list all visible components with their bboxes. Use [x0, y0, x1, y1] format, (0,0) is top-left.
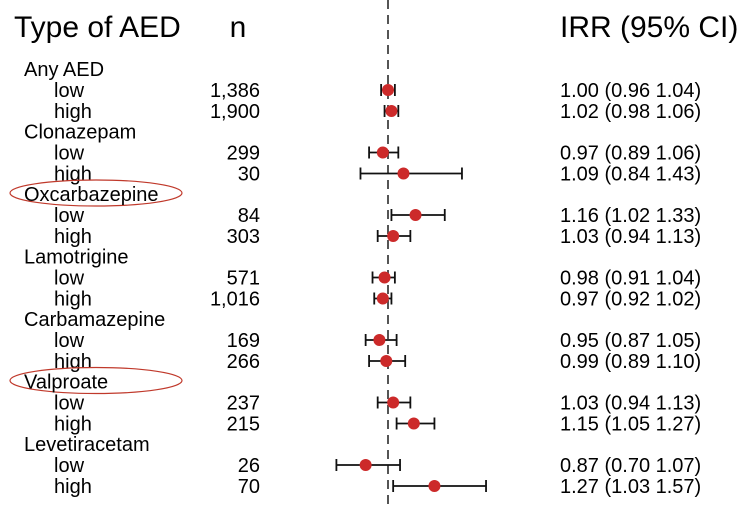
row-irr-ci: 0.97 (0.89 1.06): [560, 143, 701, 165]
row-n: 84: [238, 205, 260, 227]
row-n: 1,016: [210, 289, 260, 311]
row-label: high: [54, 101, 92, 123]
header-n: n: [230, 11, 247, 44]
row-n: 30: [238, 164, 260, 186]
row-n: 303: [227, 226, 260, 248]
group-label: Lamotrigine: [24, 247, 129, 269]
row-label: high: [54, 289, 92, 311]
header-type-of-aed: Type of AED: [14, 11, 181, 44]
row-label: low: [54, 80, 85, 102]
row-n: 1,386: [210, 80, 260, 102]
row-irr-ci: 1.03 (0.94 1.13): [560, 393, 701, 415]
row-n: 266: [227, 351, 260, 373]
row-n: 571: [227, 268, 260, 290]
row-n: 70: [238, 476, 260, 498]
irr-point: [373, 334, 386, 346]
highlight-ellipse: [9, 366, 183, 395]
row-irr-ci: 1.03 (0.94 1.13): [560, 226, 701, 248]
row-irr-ci: 1.00 (0.96 1.04): [560, 80, 701, 102]
irr-point: [376, 146, 389, 159]
irr-point: [387, 396, 400, 409]
row-irr-ci: 0.99 (0.89 1.10): [560, 351, 701, 373]
group-label: Clonazepam: [24, 122, 136, 144]
row-label: high: [54, 351, 92, 373]
row-label: low: [54, 455, 85, 477]
group-label: Carbamazepine: [24, 309, 165, 331]
row-label: low: [54, 330, 85, 352]
row-n: 237: [227, 393, 260, 415]
irr-point: [359, 459, 372, 471]
header-irr-ci: IRR (95% CI): [560, 11, 738, 44]
irr-point: [380, 355, 393, 367]
row-irr-ci: 1.16 (1.02 1.33): [560, 205, 701, 227]
row-irr-ci: 0.97 (0.92 1.02): [560, 289, 701, 311]
row-n: 1,900: [210, 101, 260, 123]
row-label: low: [54, 393, 85, 415]
group-label: Levetiracetam: [24, 434, 150, 456]
irr-point: [407, 417, 420, 430]
irr-point: [428, 480, 441, 492]
row-label: low: [54, 268, 85, 290]
row-irr-ci: 1.15 (1.05 1.27): [560, 414, 701, 436]
group-label: Any AED: [24, 59, 104, 81]
row-label: low: [54, 143, 85, 165]
row-n: 299: [227, 143, 260, 165]
irr-point: [409, 209, 422, 221]
row-label: high: [54, 414, 92, 436]
row-label: low: [54, 205, 85, 227]
row-n: 26: [238, 455, 260, 477]
highlight-ellipse: [9, 179, 183, 207]
group-label: Valproate: [24, 372, 108, 394]
row-n: 169: [227, 330, 260, 352]
row-irr-ci: 0.87 (0.70 1.07): [560, 455, 701, 477]
group-label: Oxcarbazepine: [24, 184, 159, 206]
irr-point: [385, 105, 398, 117]
irr-point: [376, 292, 389, 305]
irr-point: [397, 167, 410, 180]
row-label: high: [54, 164, 92, 186]
row-irr-ci: 0.98 (0.91 1.04): [560, 268, 701, 290]
row-label: high: [54, 226, 92, 248]
row-n: 215: [227, 414, 260, 436]
row-irr-ci: 1.27 (1.03 1.57): [560, 476, 701, 498]
row-irr-ci: 1.09 (0.84 1.43): [560, 164, 701, 186]
row-irr-ci: 0.95 (0.87 1.05): [560, 330, 701, 352]
irr-point: [382, 84, 394, 96]
irr-point: [378, 271, 391, 284]
row-irr-ci: 1.02 (0.98 1.06): [560, 101, 701, 123]
row-label: high: [54, 476, 92, 498]
irr-point: [387, 230, 400, 242]
